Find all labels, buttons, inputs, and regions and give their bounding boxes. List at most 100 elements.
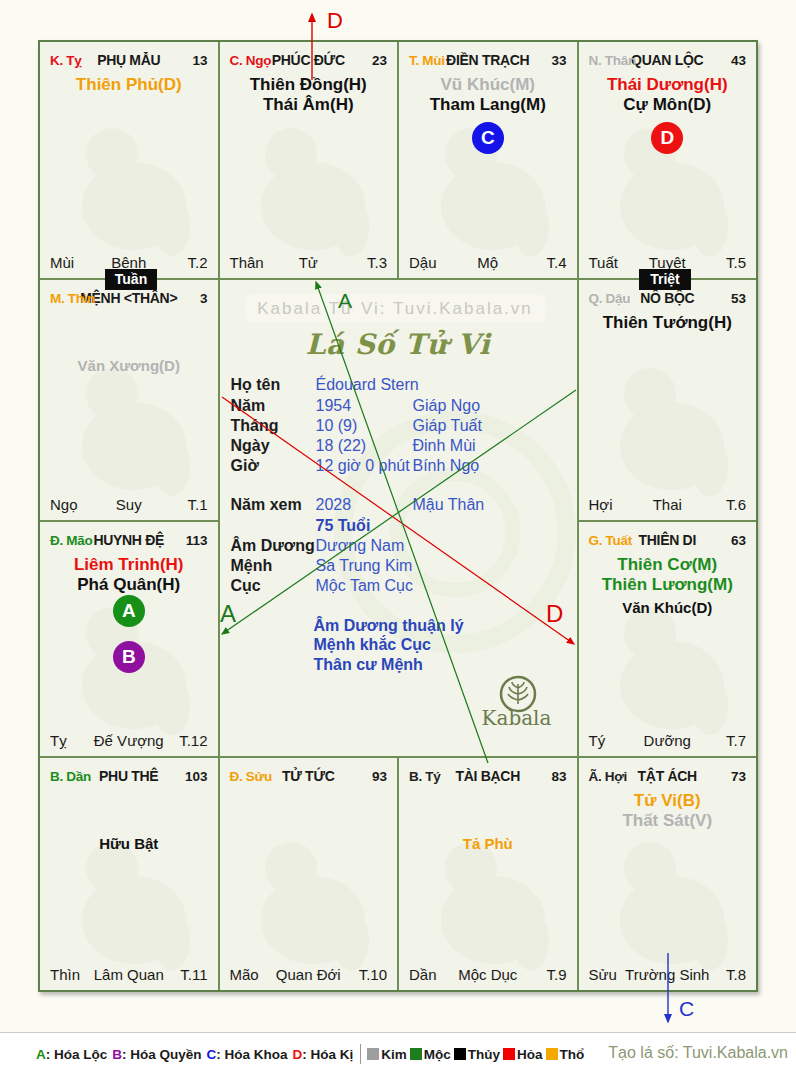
element-label: Thổ [560,1047,585,1062]
info-label: Mệnh [231,557,273,575]
info-label: Âm Dương [231,537,315,555]
branch-label: Dậu [409,254,437,271]
rooster-watermark [592,346,742,506]
stem-branch-label: C. Ngọ [230,53,272,68]
center-info-panel: Kabala Tử Vi: Tuvi.Kabala.vn Lá Số Tử Vi H… [220,280,577,756]
branch-label: Tý [589,732,606,749]
palace-cell--i-n-tr-ch: ĐIỀN TRẠCHT. Mùi33Vũ Khúc(M)Tham Lang(M)… [399,42,577,278]
palace-number: 13 [192,53,207,68]
info-value-canchi: Bính Ngọ [413,457,480,475]
info-label: Họ tên [231,376,281,394]
major-star: Cự Môn(D) [579,95,757,115]
stem-branch-label: N. Thân [589,53,636,68]
palace-number: 43 [731,53,746,68]
stem-branch-label: K. Tỵ [50,53,82,68]
ox-watermark [233,820,383,980]
stem-branch-label: Q. Dậu [589,291,631,306]
legend-divider [360,1044,361,1064]
legend-transform-a: A: Hóa Lộc [36,1047,107,1062]
legend-transform-b: B: Hóa Quyền [112,1047,201,1062]
legend-element-5: Thổ [546,1047,585,1062]
info-label: Năm xem [231,496,302,514]
transform-badge-a: A [113,595,145,627]
decade-label: T.6 [726,496,746,513]
palace-cell-quan-l-c: QUAN LỘCN. Thân43Thái Dương(H)Cự Môn(D)D… [579,42,757,278]
stem-branch-label: B. Dần [50,769,91,784]
transform-badge-d: D [651,122,683,154]
palace-number: 23 [372,53,387,68]
site-watermark: Kabala Tử Vi: Tuvi.Kabala.vn [245,294,546,323]
chart-title: Lá Số Tử Vi [220,328,577,361]
info-value: 75 Tuổi [316,517,371,535]
info-value: 18 (22) [316,437,367,455]
stem-branch-label: Đ. Mão [50,533,92,548]
legend-letter: D [293,1047,303,1062]
element-label: Mộc [424,1047,451,1062]
major-star: Vũ Khúc(M) [399,75,577,95]
info-value: Dương Nam [316,537,405,555]
info-row: CụcMộc Tam Cục [220,577,577,597]
destiny-note: Thân cư Mệnh [314,656,423,674]
major-star: Tử Vi(B) [579,791,757,811]
branch-label: Thìn [50,966,80,983]
arrow-d-up-label: D [327,8,343,33]
palace-cell-phu-th-: PHU THÊB. Dần103Hữu BậtLâm QuanThìnT.11 [40,758,218,990]
arrow-c-down-label: C [679,997,694,1020]
palace-number: 53 [731,291,746,306]
element-label: Hỏa [517,1047,543,1062]
legend-letter: C [207,1047,217,1062]
stem-branch-label: T. Mùi [409,53,445,68]
info-row: 75 Tuổi [220,517,577,537]
decade-label: T.12 [179,732,207,749]
info-value-canchi: Đinh Mùi [413,437,476,455]
stem-branch-label: Đ. Sửu [230,769,272,784]
tuvi-grid: PHỤ MẪUK. Tỵ13Thiên Phủ(D)BệnhMùiT.2PHÚC… [38,40,758,992]
palace-cell-m-nh-th-n-: MỆNH <THÂN>M. Thìn3Văn Xương(D)SuyNgọT.1 [40,280,218,520]
minor-star: Tả Phù [399,835,577,853]
tuvi-chart-page: { "title": "Lá Số Tử Vi", "watermark_bar… [0,0,796,1070]
palace-cell-t-i-b-ch: TÀI BẠCHB. Tý83Tả PhùMộc DụcDầnT.9 [399,758,577,990]
info-value: 10 (9) [316,417,358,435]
minor-star: Văn Xương(D) [40,357,218,375]
legend-transform-d: D: Hóa Kị [293,1047,354,1062]
element-swatch [546,1048,558,1060]
decade-label: T.11 [180,966,207,983]
palace-cell-thi-n-di: THIÊN DIG. Tuất63Thiên Cơ(M)Thiên Lương(… [579,522,757,756]
decade-label: T.7 [726,732,746,749]
info-label: Tháng [231,417,279,435]
legend-label: : Hóa Quyền [122,1047,202,1062]
legend-element-2: Mộc [410,1047,451,1062]
branch-label: Sửu [589,966,617,983]
major-star: Thái Dương(H) [579,75,757,95]
info-value-canchi: Giáp Ngọ [413,397,481,415]
major-star: Thiên Lương(M) [579,575,757,595]
info-value: Sa Trung Kim [316,557,413,575]
minor-star: Hữu Bật [40,835,218,853]
legend-bar: A: Hóa LộcB: Hóa QuyềnC: Hóa KhoaD: Hóa … [36,1044,587,1064]
element-label: Kim [381,1047,407,1062]
info-value: 2028 [316,496,352,514]
stem-branch-label: M. Thìn [50,291,95,306]
palace-cell-ph-c-c: PHÚC ĐỨCC. Ngọ23Thiên Đồng(H)Thái Âm(H)T… [220,42,398,278]
branch-label: Mùi [50,254,74,271]
triet-badge: Triệt [639,269,691,290]
decade-label: T.10 [359,966,387,983]
decade-label: T.9 [546,966,566,983]
element-swatch [454,1048,466,1060]
palace-number: 63 [731,533,746,548]
info-row: Tháng10 (9)Giáp Tuất [220,417,577,437]
info-label: Giờ [231,457,259,475]
info-label: Cục [231,577,261,595]
element-swatch [503,1048,515,1060]
palace-cell-huynh-: HUYNH ĐỆĐ. Mão113Liêm Trinh(H)Phá Quân(H… [40,522,218,756]
horse-watermark [233,106,383,266]
stem-branch-label: B. Tý [409,769,441,784]
info-row: Mệnh Sa Trung Kim [220,557,577,577]
decade-label: T.8 [726,966,746,983]
info-value-canchi: Mậu Thân [413,496,485,514]
branch-label: Hợi [589,496,613,513]
minor-star: Văn Khúc(D) [579,599,757,617]
major-star: Phá Quân(H) [40,575,218,595]
transform-badge-c: C [472,122,504,154]
destiny-note: Mệnh khắc Cục [314,636,431,654]
